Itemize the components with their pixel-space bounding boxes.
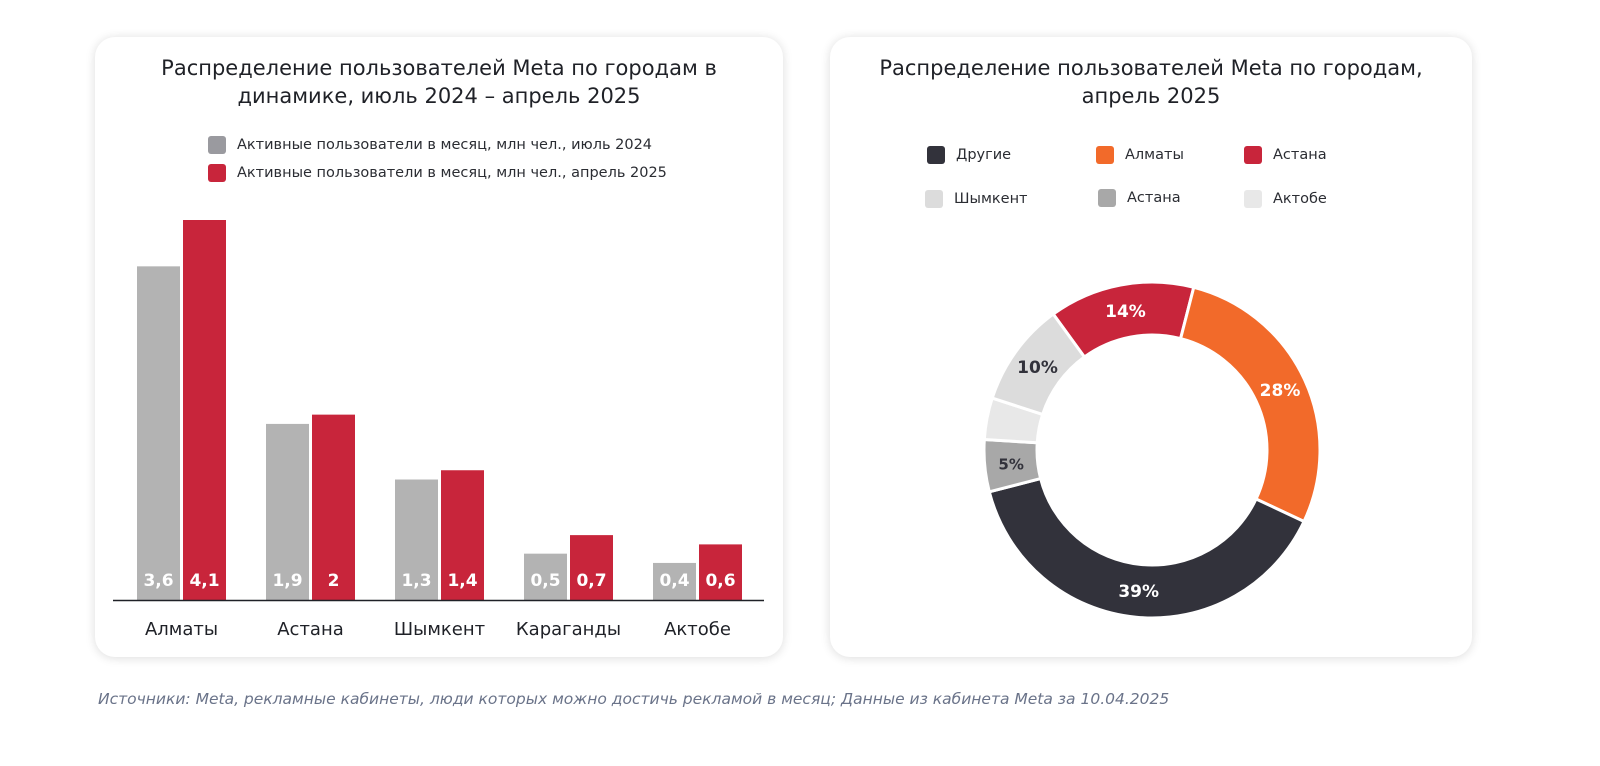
bar-value-label-2025-1: 2 <box>328 571 340 591</box>
bar-value-label-2025-4: 0,6 <box>705 571 735 591</box>
x-axis-label-3: Караганды <box>516 619 621 640</box>
donut-legend-item-almaty: Алматы <box>1096 146 1184 164</box>
bar-chart-title: Распределение пользователей Meta по горо… <box>161 56 717 108</box>
legend-label-shymkent: Шымкент <box>954 191 1028 207</box>
bar-2025-1 <box>312 414 355 600</box>
x-axis-label-1: Астана <box>277 619 344 640</box>
bar-value-label-2025-3: 0,7 <box>576 571 606 591</box>
donut-slice-1 <box>1179 285 1322 524</box>
donut-chart-title: Распределение пользователей Meta по горо… <box>879 56 1423 108</box>
source-note: Источники: Meta, рекламные кабинеты, люд… <box>98 690 1170 708</box>
bar-2024-2 <box>395 479 438 600</box>
bar-value-label-2024-1: 1,9 <box>272 571 302 591</box>
donut-legend-item-aktobe: Актобе <box>1244 190 1327 208</box>
bar-value-label-2024-4: 0,4 <box>659 571 689 591</box>
legend-swatch-aktobe <box>1244 190 1262 208</box>
donut-legend-item-astana-red: Астана <box>1244 146 1327 164</box>
bar-2024-1 <box>266 423 309 600</box>
bar-2024-0 <box>137 266 180 600</box>
bar-2025-2 <box>441 470 484 600</box>
bar-value-label-2024-3: 0,5 <box>530 571 560 591</box>
legend-swatch-astana-gray <box>1098 189 1116 207</box>
x-axis-label-4: Актобе <box>664 619 731 640</box>
donut-slice-label-0: 14% <box>1105 302 1146 322</box>
donut-chart-plot: 14% 28% 39% 5% 10% <box>982 280 1322 620</box>
bar-chart-plot: 3,6 4,1 Алматы 1,9 2 Астана 1,3 1,4 Шымкент 0,5 0,… <box>113 220 764 640</box>
donut-slice-label-1: 28% <box>1260 381 1301 401</box>
bar-chart-card: Распределение пользователей Meta по горо… <box>95 37 783 657</box>
legend-swatch-astana-red <box>1244 146 1262 164</box>
donut-slice-label-2: 39% <box>1118 582 1159 602</box>
donut-slice-2 <box>987 477 1306 620</box>
legend-label-astana-red: Астана <box>1273 147 1327 163</box>
legend-label-drugie: Другие <box>956 147 1012 163</box>
bar-legend-item-2025: Активные пользователи в месяц, млн чел.,… <box>208 164 667 182</box>
bar-value-label-2024-0: 3,6 <box>143 571 173 591</box>
bar-value-label-2025-0: 4,1 <box>189 571 219 591</box>
donut-legend-item-drugie: Другие <box>927 146 1011 164</box>
x-axis-label-0: Алматы <box>145 619 218 640</box>
x-axis-label-2: Шымкент <box>394 619 485 640</box>
legend-label-astana-gray: Астана <box>1127 190 1181 206</box>
bar-2025-0 <box>183 220 226 600</box>
legend-label-2025: Активные пользователи в месяц, млн чел.,… <box>237 165 667 181</box>
bar-value-label-2024-2: 1,3 <box>401 571 431 591</box>
bar-2025-4 <box>699 544 742 600</box>
donut-legend-item-shymkent: Шымкент <box>925 190 1028 208</box>
donut-chart-card: Распределение пользователей Meta по горо… <box>830 37 1472 657</box>
legend-swatch-2024 <box>208 136 226 154</box>
legend-swatch-2025 <box>208 164 226 182</box>
legend-label-aktobe: Актобе <box>1273 191 1327 207</box>
bar-2025-3 <box>570 535 613 600</box>
legend-label-2024: Активные пользователи в месяц, млн чел.,… <box>237 137 653 153</box>
bar-2024-3 <box>524 553 567 600</box>
donut-slice-5 <box>990 312 1086 416</box>
donut-slice-label-3: 5% <box>998 455 1023 473</box>
bar-legend-item-2024: Активные пользователи в месяц, млн чел.,… <box>208 136 652 154</box>
legend-swatch-almaty <box>1096 146 1114 164</box>
donut-legend-item-astana-gray: Астана <box>1098 189 1181 207</box>
legend-swatch-shymkent <box>925 190 943 208</box>
legend-swatch-drugie <box>927 146 945 164</box>
bar-value-label-2025-2: 1,4 <box>447 571 477 591</box>
legend-label-almaty: Алматы <box>1125 147 1184 163</box>
bar-2024-4 <box>653 562 696 600</box>
donut-slice-label-5: 10% <box>1017 358 1058 378</box>
